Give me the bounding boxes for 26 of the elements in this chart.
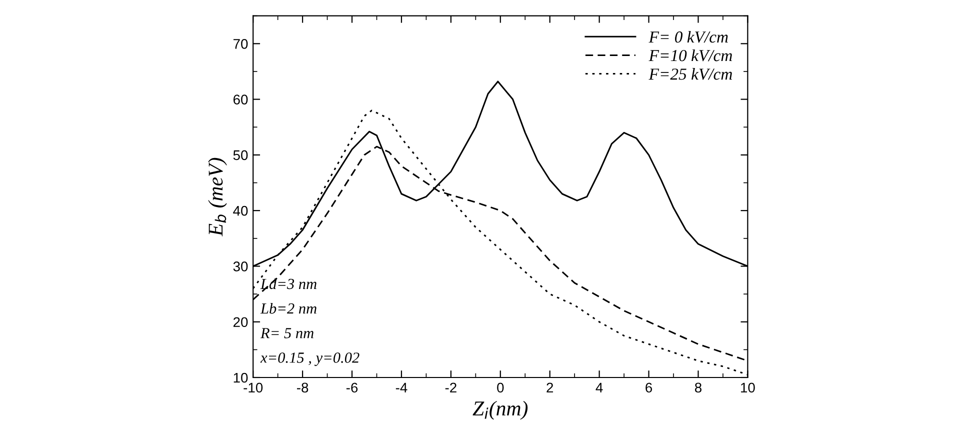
x-axis-title: Z$_{i}$(nm) [472, 400, 528, 420]
y-tick-label: 40 [233, 206, 248, 216]
y-tick-label: 60 [233, 94, 248, 104]
x-tick-label: -4 [396, 382, 408, 392]
legend-label: F=10 kV/cm [648, 49, 732, 62]
y-tick-label: 20 [233, 317, 248, 328]
x-tick-label: 2 [546, 382, 554, 392]
y-axis-title: E$_{b}$ (meV) [208, 158, 227, 236]
legend-label: F=25 kV/cm [648, 68, 732, 80]
x-tick-label: 6 [646, 382, 652, 393]
x-tick-label: 8 [694, 382, 702, 393]
y-tick-label: 10 [234, 372, 248, 383]
x-tick-label: -2 [445, 382, 456, 392]
x-tick-label: 4 [596, 382, 603, 392]
annotation: x=0.15 , y=0.02 [260, 352, 360, 366]
x-tick-label: -10 [244, 382, 263, 393]
y-tick-label: 30 [233, 262, 248, 272]
y-tick-label: 70 [233, 38, 248, 49]
x-tick-label: -6 [346, 382, 358, 393]
annotation: Lb=2 nm [260, 302, 316, 314]
x-tick-label: -8 [296, 382, 308, 393]
y-tick-label: 50 [233, 150, 248, 160]
x-tick-label: 10 [741, 382, 755, 393]
legend-label: F= 0 kV/cm [648, 30, 728, 43]
annotation: R= 5 nm [260, 328, 314, 338]
x-tick-label: 0 [497, 382, 504, 393]
